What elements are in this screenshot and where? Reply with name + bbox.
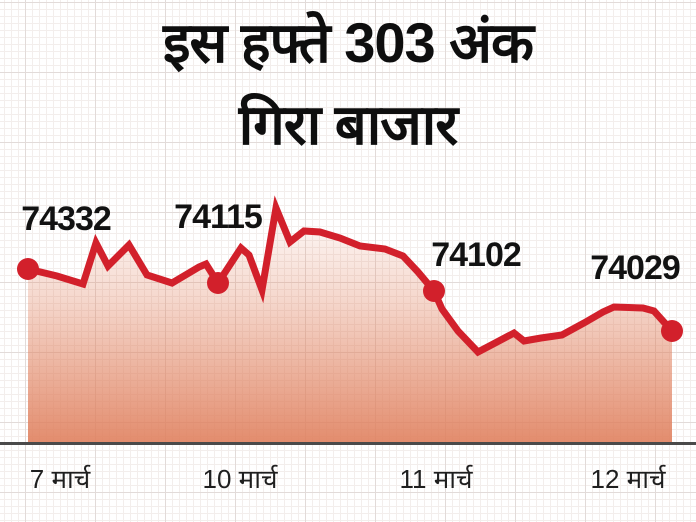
value-label-74029: 74029 xyxy=(590,249,681,287)
x-axis-label-12-march: 12 मार्च xyxy=(590,464,666,494)
x-axis-label-11-march: 11 मार्च xyxy=(399,464,473,494)
data-point-marker xyxy=(661,320,683,342)
x-axis-label-7-march: 7 मार्च xyxy=(29,464,91,494)
price-line xyxy=(24,195,676,357)
data-point-markers xyxy=(17,258,683,342)
chart-title: इस हफ्ते 303 अंक गिरा बाजार xyxy=(0,2,696,166)
data-point-marker xyxy=(17,258,39,280)
value-label-74102: 74102 xyxy=(431,236,522,274)
chart-title-line-1: इस हफ्ते 303 अंक xyxy=(162,11,534,74)
value-label-74115: 74115 xyxy=(174,198,263,236)
value-label-74332: 74332 xyxy=(21,200,112,238)
data-point-marker xyxy=(207,272,229,294)
chart-title-line-2: गिरा बाजार xyxy=(238,93,458,156)
data-point-marker xyxy=(423,280,445,302)
area-fill xyxy=(28,208,672,443)
x-axis-label-10-march: 10 मार्च xyxy=(202,464,278,494)
